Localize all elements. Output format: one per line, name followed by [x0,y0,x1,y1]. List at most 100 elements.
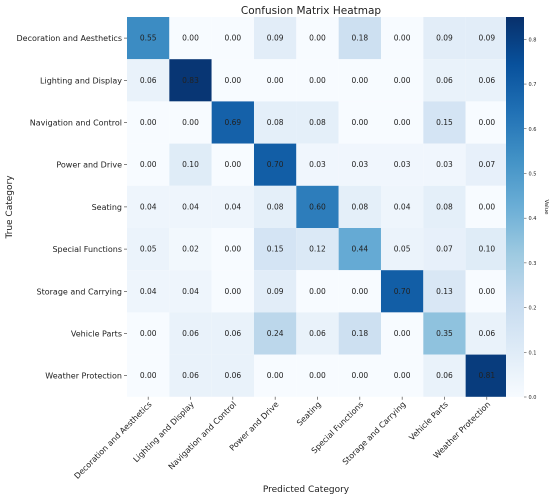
heatmap-cell [169,17,212,60]
heatmap-cell [380,101,424,144]
y-tick-label: Vehicle Parts [71,330,122,339]
cell-value-label: 0.00 [140,371,157,380]
heatmap-cell [253,101,297,144]
heatmap-cell [211,312,254,355]
cell-value-label: 0.00 [182,34,199,43]
heatmap-cell [169,312,212,355]
colorbar-ticks: 0.0 0.1 0.2 0.3 0.4 0.5 0.6 0.7 0.8 [524,37,536,401]
heatmap-cell [169,354,212,397]
heatmap-cell [338,185,381,228]
cell-value-label: 0.05 [394,245,411,254]
cell-value-label: 0.00 [309,371,326,380]
heatmap-cell [380,270,424,313]
cell-value-label: 0.08 [351,202,368,211]
heatmap-cell [423,270,466,313]
chart-title: Confusion Matrix Heatmap [241,5,382,17]
heatmap-cell [296,101,339,144]
cell-value-label: 0.00 [394,329,411,338]
cell-value-label: 0.06 [182,329,199,338]
cell-value-label: 0.00 [140,329,157,338]
y-axis-ticks: Decoration and Aesthetics Lighting and Di… [16,34,127,381]
heatmap-cell [127,185,170,228]
cell-value-label: 0.00 [478,118,495,127]
cell-value-label: 0.06 [436,76,453,85]
x-axis-label: Predicted Category [263,485,350,495]
heatmap-cell [253,59,297,102]
heatmap-cell [296,185,339,228]
heatmap-cell [423,17,466,60]
heatmap-cell [465,312,508,355]
cell-value-label: 0.00 [394,34,411,43]
cell-value-label: 0.24 [267,329,284,338]
cell-value-label: 0.00 [309,287,326,296]
x-tick-label: Seating [295,400,323,428]
cell-value-label: 0.05 [140,245,157,254]
heatmap-cell [127,312,170,355]
heatmap-cell [296,17,339,60]
heatmap-cell [169,228,212,271]
heatmap-cell [338,354,381,397]
heatmap-cell [211,185,254,228]
colorbar-tick-label: 0.2 [529,306,537,312]
cell-value-label: 0.06 [140,76,157,85]
cell-value-label: 0.00 [351,287,368,296]
heatmap-cell [169,143,212,186]
heatmap-cell [127,17,170,60]
heatmap-cell [338,270,381,313]
cell-value-label: 0.06 [182,371,199,380]
cell-value-label: 0.07 [436,245,453,254]
colorbar-tick-label: 0.6 [529,127,537,133]
cell-value-label: 0.00 [267,371,284,380]
cell-value-label: 0.00 [224,76,241,85]
cell-value-label: 0.00 [309,76,326,85]
heatmap-cell [127,354,170,397]
cell-value-label: 0.04 [140,202,157,211]
cell-value-label: 0.00 [394,76,411,85]
heatmap-cell [465,228,508,271]
y-tick-label: Weather Protection [45,372,122,381]
cell-value-label: 0.00 [351,118,368,127]
heatmap-cell [211,228,254,271]
heatmap-cell [253,185,297,228]
colorbar-tick-label: 0.0 [529,395,537,401]
heatmap-cell [296,354,339,397]
cell-value-label: 0.06 [309,329,326,338]
heatmap-cell [423,228,466,271]
heatmap-cell [253,270,297,313]
cell-value-label: 0.04 [182,202,199,211]
cell-value-label: 0.00 [224,160,241,169]
cell-value-label: 0.08 [267,202,284,211]
cell-value-label: 0.06 [478,329,495,338]
cell-value-label: 0.04 [182,287,199,296]
heatmap-cell [380,185,424,228]
heatmap-cells [127,17,508,397]
cell-value-label: 0.81 [478,371,495,380]
heatmap-cell [211,354,254,397]
heatmap-cell [211,270,254,313]
cell-value-label: 0.15 [267,245,284,254]
colorbar-tick-label: 0.1 [529,350,537,356]
x-tick-label: Navigation and Control [167,400,239,472]
y-tick-label: Storage and Carrying [37,287,122,296]
y-axis-label: True Category [5,175,15,240]
heatmap-cell [423,185,466,228]
heatmap-cell [253,228,297,271]
y-tick-label: Seating [92,203,122,212]
cell-value-label: 0.00 [478,202,495,211]
cell-value-label: 0.08 [267,118,284,127]
heatmap-cell [380,143,424,186]
cell-value-label: 0.55 [140,34,157,43]
heatmap-cell [423,59,466,102]
heatmap-cell [380,59,424,102]
cell-value-label: 0.09 [267,287,284,296]
heatmap-cell [465,59,508,102]
x-tick-label: Vehicle Parts [407,400,450,443]
colorbar-tick-label: 0.5 [529,171,537,177]
cell-value-label: 0.03 [309,160,326,169]
cell-value-label: 0.06 [224,371,241,380]
cell-value-label: 0.06 [224,329,241,338]
heatmap-cell-labels: 0.55 0.00 0.00 0.09 0.00 0.18 0.00 0.09 0.09 0.06… [140,34,496,381]
heatmap-cell [296,143,339,186]
cell-value-label: 0.03 [351,160,368,169]
cell-value-label: 0.00 [351,371,368,380]
